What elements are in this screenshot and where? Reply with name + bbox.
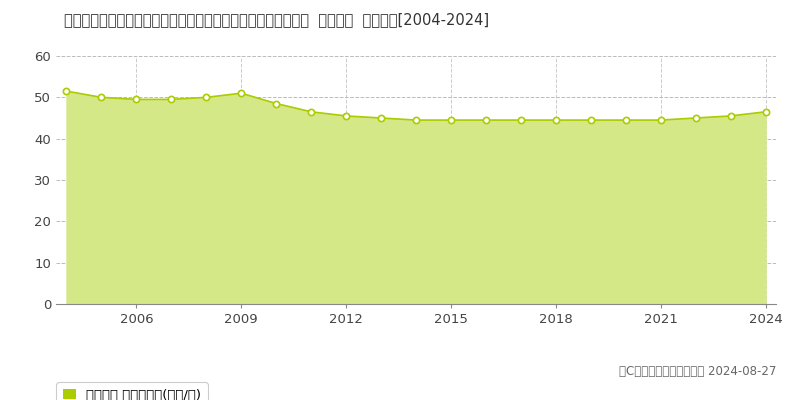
Legend: 地価公示 平均嵪単価(万円/嵪): 地価公示 平均嵪単価(万円/嵪) xyxy=(56,382,208,400)
Text: （C）土地価格ドットコム 2024-08-27: （C）土地価格ドットコム 2024-08-27 xyxy=(618,365,776,378)
Text: 埼玉県さいたま市桜区大字大久保領家字中作田５６３番３２外  地価公示  地価推移[2004-2024]: 埼玉県さいたま市桜区大字大久保領家字中作田５６３番３２外 地価公示 地価推移[2… xyxy=(64,12,489,27)
